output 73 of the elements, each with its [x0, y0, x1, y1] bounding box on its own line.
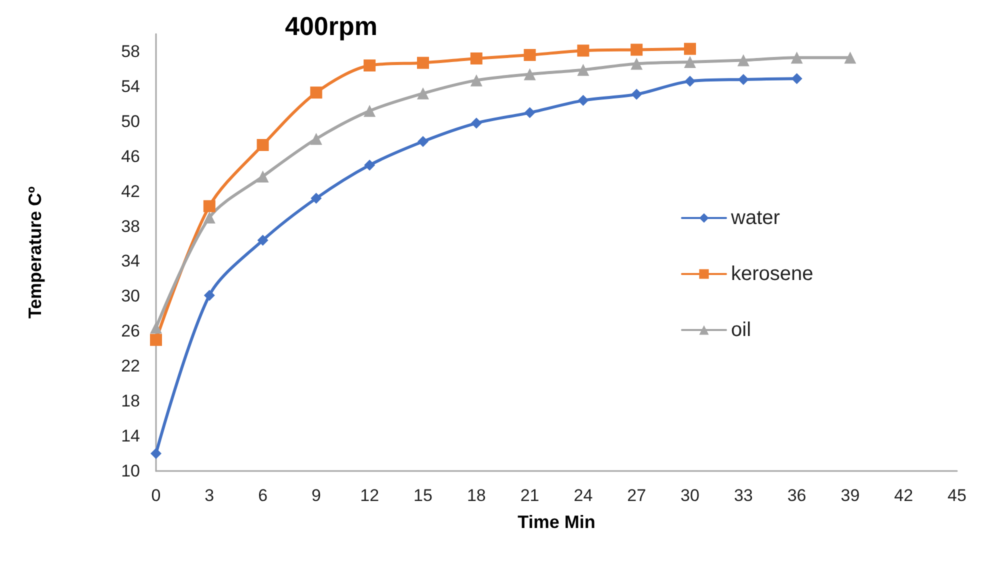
point: [684, 56, 696, 68]
x-tick-label: 6: [258, 486, 268, 505]
y-tick-label: 38: [121, 216, 140, 236]
point: [150, 448, 162, 460]
point: [631, 88, 642, 100]
x-tick-label: 12: [360, 486, 380, 505]
x-tick-label: 30: [680, 486, 700, 505]
point: [577, 44, 590, 57]
point: [470, 118, 482, 129]
y-tick-label: 26: [121, 322, 140, 341]
x-tick-label: 0: [151, 486, 161, 505]
point: [256, 139, 269, 151]
x-tick-label: 33: [734, 486, 753, 505]
point: [524, 48, 536, 61]
y-tick-label: 18: [121, 392, 140, 411]
point: [203, 200, 216, 212]
y-tick-label: 42: [121, 182, 140, 201]
point: [524, 107, 536, 118]
point: [417, 56, 429, 69]
point: [524, 68, 536, 80]
y-axis-title: Temperature Cº: [25, 186, 45, 319]
x-tick-label: 9: [311, 486, 321, 505]
point: [738, 74, 749, 85]
point: [470, 74, 482, 86]
legend-label: water: [730, 207, 780, 229]
point: [364, 104, 376, 117]
y-tick-label: 50: [121, 112, 140, 131]
point: [790, 52, 803, 64]
y-tick-label: 54: [121, 76, 140, 96]
point: [684, 42, 696, 55]
point: [844, 52, 856, 64]
point: [630, 58, 643, 70]
point: [791, 73, 802, 84]
legend-label: kerosene: [731, 263, 814, 285]
y-tick-label: 58: [121, 42, 140, 61]
chart-title: 400rpm: [285, 11, 378, 41]
point: [150, 322, 162, 334]
x-tick-label: 3: [204, 486, 214, 505]
point: [417, 87, 429, 100]
point: [257, 234, 268, 246]
x-tick-label: 36: [787, 486, 806, 505]
point: [737, 54, 750, 66]
y-tick-label: 22: [121, 356, 140, 376]
point: [256, 170, 269, 182]
point: [418, 136, 428, 147]
x-tick-label: 45: [948, 486, 966, 505]
point: [310, 132, 322, 145]
x-tick-label: 18: [466, 486, 486, 505]
point: [310, 192, 322, 204]
point: [204, 290, 215, 301]
y-tick-label: 10: [121, 462, 140, 480]
point: [364, 160, 376, 171]
x-tick-label: 21: [520, 486, 540, 505]
x-tick-label: 24: [574, 486, 593, 505]
legend-label: oil: [731, 319, 752, 341]
x-tick-label: 27: [627, 486, 646, 505]
point: [470, 52, 482, 64]
x-tick-label: 15: [414, 486, 432, 505]
point: [577, 64, 590, 76]
x-axis-title: Time Min: [518, 512, 596, 532]
point: [684, 76, 696, 87]
x-tick-label: 39: [840, 486, 860, 505]
point: [364, 59, 376, 72]
y-tick-label: 34: [121, 252, 140, 271]
point: [150, 334, 162, 346]
point: [203, 212, 216, 224]
point: [310, 86, 322, 99]
x-tick-label: 42: [894, 486, 914, 505]
y-tick-label: 14: [121, 426, 140, 446]
point: [578, 94, 589, 106]
y-tick-label: 46: [121, 146, 140, 166]
y-tick-label: 30: [121, 286, 140, 306]
point: [630, 44, 643, 56]
